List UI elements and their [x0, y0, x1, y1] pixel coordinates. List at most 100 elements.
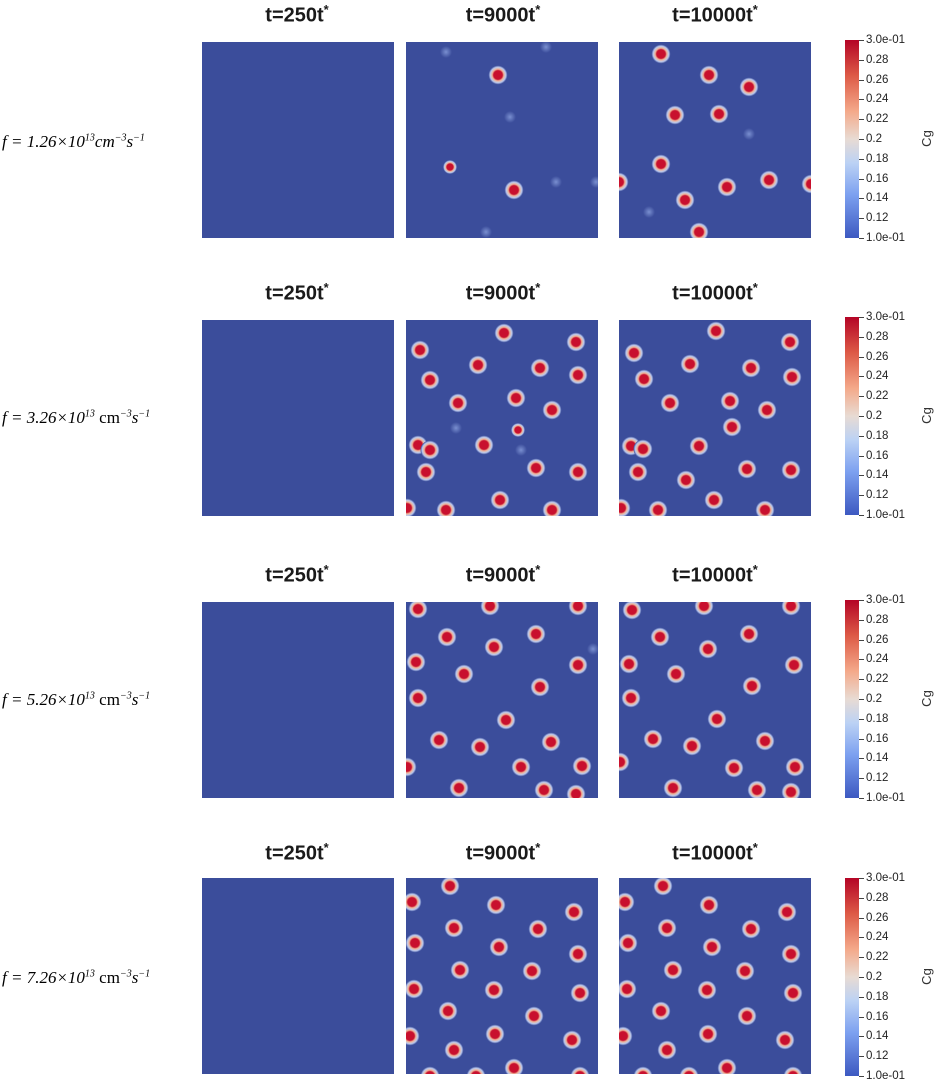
precipitate-field [406, 602, 598, 798]
precipitate [679, 1066, 699, 1074]
precipitate [486, 895, 506, 915]
precipitate [511, 423, 525, 437]
colorbar-tick-label: 0.26 [866, 74, 889, 86]
precipitate [720, 391, 740, 411]
precipitate [562, 1030, 582, 1050]
colorbar-tick-label: 3.0e-01 [866, 34, 906, 46]
precipitate [485, 1024, 505, 1044]
colorbar-tick [859, 898, 864, 899]
precipitate [522, 961, 542, 981]
precipitate-nucleus [587, 643, 598, 655]
colorbar-tick [859, 1076, 864, 1077]
precipitate-nucleus [643, 206, 655, 218]
precipitate [440, 878, 460, 896]
precipitate [657, 918, 677, 938]
precipitate [722, 417, 742, 437]
colorbar-tick [859, 977, 864, 978]
colorbar-gradient [845, 317, 859, 515]
precipitate-nucleus [504, 111, 516, 123]
colorbar-tick [859, 436, 864, 437]
precipitate [628, 462, 648, 482]
precipitate [784, 655, 804, 675]
panel-t9000 [406, 42, 598, 238]
precipitate [420, 1066, 440, 1074]
colorbar-tick [859, 179, 864, 180]
precipitate [564, 902, 584, 922]
precipitate-field [406, 323, 588, 516]
colorbar-gradient [845, 878, 859, 1076]
colorbar-tick [859, 376, 864, 377]
precipitate [466, 1066, 486, 1074]
colorbar-tick [859, 357, 864, 358]
panel-t250 [202, 42, 394, 238]
colorbar-tick-label: 3.0e-01 [866, 872, 906, 884]
colorbar-tick [859, 778, 864, 779]
precipitate [757, 400, 777, 420]
precipitate-field [440, 42, 598, 238]
precipitate [511, 757, 531, 777]
colorbar-gradient [845, 40, 859, 238]
colorbar-tick [859, 600, 864, 601]
colorbar-tick-label: 0.28 [866, 54, 889, 66]
precipitate [408, 602, 428, 619]
colorbar-tick-label: 0.14 [866, 469, 889, 481]
colorbar-tick-label: 3.0e-01 [866, 311, 906, 323]
precipitate [801, 174, 811, 194]
precipitate [702, 937, 722, 957]
colorbar-tick-label: 0.2 [866, 971, 882, 983]
colorbar-tick [859, 317, 864, 318]
precipitate [437, 627, 457, 647]
panel-t9000 [406, 320, 598, 516]
precipitate [698, 1024, 718, 1044]
precipitate [697, 980, 717, 1000]
row-2: t=250t* t=9000t* t=10000t* f = 3.26×1013… [0, 0, 948, 516]
precipitate [444, 918, 464, 938]
panel-t10000 [619, 42, 811, 238]
precipitate [474, 435, 494, 455]
precipitate [698, 639, 718, 659]
precipitate-nucleus [515, 444, 527, 456]
precipitate [781, 944, 801, 964]
colorbar-tick [859, 957, 864, 958]
precipitate [406, 933, 425, 953]
colorbar-tick [859, 997, 864, 998]
colorbar-tick-label: 0.16 [866, 450, 889, 462]
colorbar-tick [859, 159, 864, 160]
precipitate [706, 321, 726, 341]
precipitate [735, 961, 755, 981]
colorbar-tick [859, 475, 864, 476]
precipitate [484, 980, 504, 1000]
precipitate [420, 440, 440, 460]
precipitate [406, 498, 417, 516]
colorbar-label: Cg [918, 407, 934, 424]
precipitate [619, 752, 630, 772]
precipitate [619, 654, 639, 674]
time-label-250: t=250t* [265, 562, 329, 587]
precipitate [781, 782, 801, 798]
panel-t10000 [619, 320, 811, 516]
colorbar-tick [859, 1056, 864, 1057]
precipitate [755, 731, 775, 751]
colorbar-tick [859, 198, 864, 199]
precipitate [526, 458, 546, 478]
precipitate [489, 937, 509, 957]
row-1: t=250t* t=9000t* t=10000t* f = 1.26×1013… [0, 0, 948, 270]
precipitate-nucleus [480, 226, 492, 238]
colorbar-tick-label: 1.0e-01 [866, 509, 906, 521]
precipitate [759, 170, 779, 190]
precipitate [665, 105, 685, 125]
colorbar-tick [859, 80, 864, 81]
precipitate [633, 439, 653, 459]
precipitate [506, 388, 526, 408]
time-label-10000: t=10000t* [672, 280, 758, 305]
colorbar-tick-label: 0.18 [866, 991, 889, 1003]
precipitate [568, 365, 588, 385]
precipitate [782, 367, 802, 387]
precipitate [689, 222, 709, 238]
precipitate [689, 436, 709, 456]
precipitate [663, 960, 683, 980]
colorbar-tick-label: 1.0e-01 [866, 232, 906, 244]
precipitate [568, 655, 588, 675]
precipitate-field [406, 878, 590, 1074]
